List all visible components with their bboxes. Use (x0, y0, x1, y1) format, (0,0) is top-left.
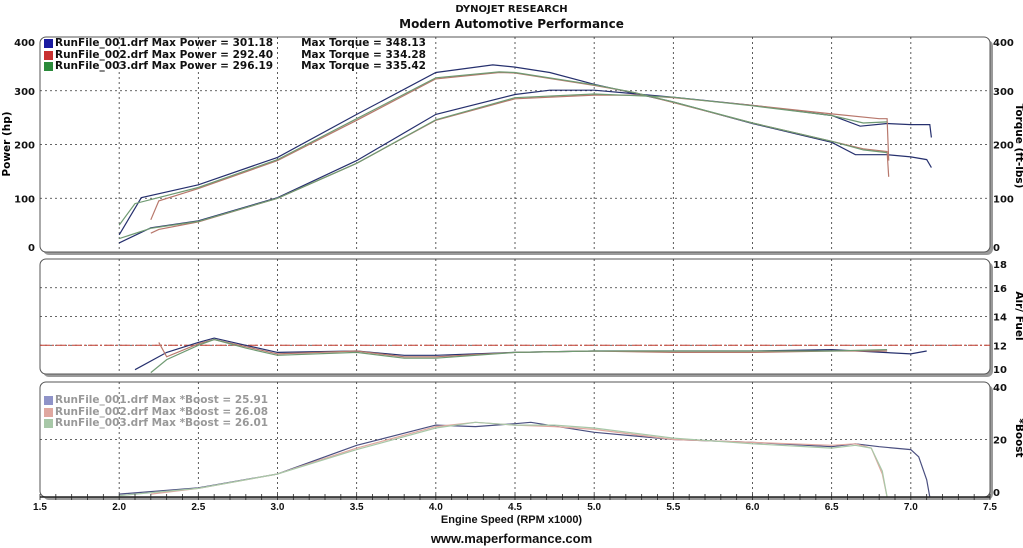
legend-swatch (44, 39, 53, 49)
left-tick-label: 0 (28, 243, 35, 254)
legend-swatch (44, 50, 53, 60)
air-fuel-axis-label: Air/ Fuel (1013, 291, 1023, 341)
right-tick-label: 14 (993, 313, 1007, 324)
x-tick-label: 3.0 (271, 502, 285, 513)
legend-entry-run2: RunFile_002.drf Max Power = 292.40 Max To… (44, 48, 426, 62)
right-tick-label: 300 (993, 87, 1014, 98)
x-tick-label: 1.5 (33, 502, 47, 513)
right-tick-label: 12 (993, 341, 1007, 352)
chart-subtitle: Modern Automotive Performance (399, 17, 624, 31)
legend-boost-text: RunFile_001.drf Max *Boost = 25.91 (55, 394, 269, 406)
right-tick-label: 16 (993, 284, 1007, 295)
legend-power-text: RunFile_002.drf Max Power = 292.40 (55, 48, 274, 61)
x-tick-label: 2.0 (112, 502, 126, 513)
right-tick-label: 0 (993, 488, 1000, 499)
legend-power-text: RunFile_003.drf Max Power = 296.19 (55, 60, 274, 72)
series-line-runfile-002-boost (150, 421, 888, 498)
left-tick-label: 100 (14, 194, 35, 205)
x-tick-label: 5.5 (666, 502, 680, 513)
power-torque-legend: RunFile_001.drf Max Power = 301.18 Max To… (44, 37, 426, 73)
legend-swatch (44, 396, 53, 406)
series-line-runfile-003-afr (150, 338, 888, 374)
chart-title: DYNOJET RESEARCH (455, 4, 568, 15)
x-tick-label: 4.0 (429, 502, 443, 513)
legend-entry-boost1: RunFile_001.drf Max *Boost = 25.91 (44, 394, 269, 407)
legend-swatch (44, 407, 53, 417)
legend-entry-boost3: RunFile_003.drf Max *Boost = 26.01 (44, 417, 269, 430)
torque-axis-label: Torque (ft-lbs) (1013, 103, 1023, 189)
legend-entry-run3: RunFile_003.drf Max Power = 296.19 Max To… (44, 60, 426, 73)
legend-torque-text: Max Torque = 334.28 (301, 48, 426, 61)
right-tick-label: 10 (993, 365, 1007, 376)
legend-torque-text: Max Torque = 335.42 (301, 60, 426, 72)
series-line-runfile-002-afr (158, 338, 888, 358)
boost-legend: RunFile_001.drf Max *Boost = 25.91 RunFi… (44, 394, 269, 430)
series-line-runfile-001-boost (119, 421, 931, 498)
left-tick-label: 400 (14, 38, 35, 49)
right-tick-label: 0 (993, 243, 1000, 254)
right-tick-label: 100 (993, 194, 1014, 205)
series-line-runfile-001-afr (134, 337, 927, 371)
series-line-runfile-003-torque (118, 71, 888, 226)
right-tick-label: 40 (993, 383, 1007, 394)
x-tick-label: 3.5 (350, 502, 364, 513)
left-tick-label: 200 (14, 141, 35, 152)
legend-swatch (44, 62, 53, 72)
legend-entry-boost2: RunFile_002.drf Max *Boost = 26.08 (44, 405, 269, 419)
series-line-runfile-003-power (119, 93, 888, 240)
legend-swatch (44, 419, 53, 429)
footer-url[interactable]: www.maperformance.com (430, 531, 593, 546)
legend-boost-text: RunFile_003.drf Max *Boost = 26.01 (55, 417, 269, 429)
right-tick-label: 400 (993, 38, 1014, 49)
x-axis-label: Engine Speed (RPM x1000) (440, 514, 583, 526)
legend-entry-run1: RunFile_001.drf Max Power = 301.18 Max To… (44, 37, 426, 50)
series-line-runfile-003-boost (119, 421, 888, 498)
legend-boost-text: RunFile_002.drf Max *Boost = 26.08 (55, 405, 269, 418)
left-tick-label: 300 (14, 87, 35, 98)
x-tick-label: 7.5 (983, 502, 997, 513)
legend-power-text: RunFile_001.drf Max Power = 301.18 (55, 37, 274, 49)
right-tick-label: 20 (993, 436, 1007, 447)
right-tick-label: 18 (993, 260, 1007, 271)
x-tick-label: 2.5 (191, 502, 205, 513)
x-tick-label: 6.0 (746, 502, 760, 513)
x-tick-label: 5.0 (587, 502, 601, 513)
power-axis-label: Power (hp) (1, 111, 13, 177)
x-tick-label: 6.5 (825, 502, 839, 513)
x-tick-label: 4.5 (508, 502, 522, 513)
legend-torque-text: Max Torque = 348.13 (301, 37, 426, 49)
right-tick-label: 200 (993, 141, 1014, 152)
x-tick-label: 7.0 (904, 502, 918, 513)
boost-axis-label: *Boost (1013, 418, 1023, 458)
